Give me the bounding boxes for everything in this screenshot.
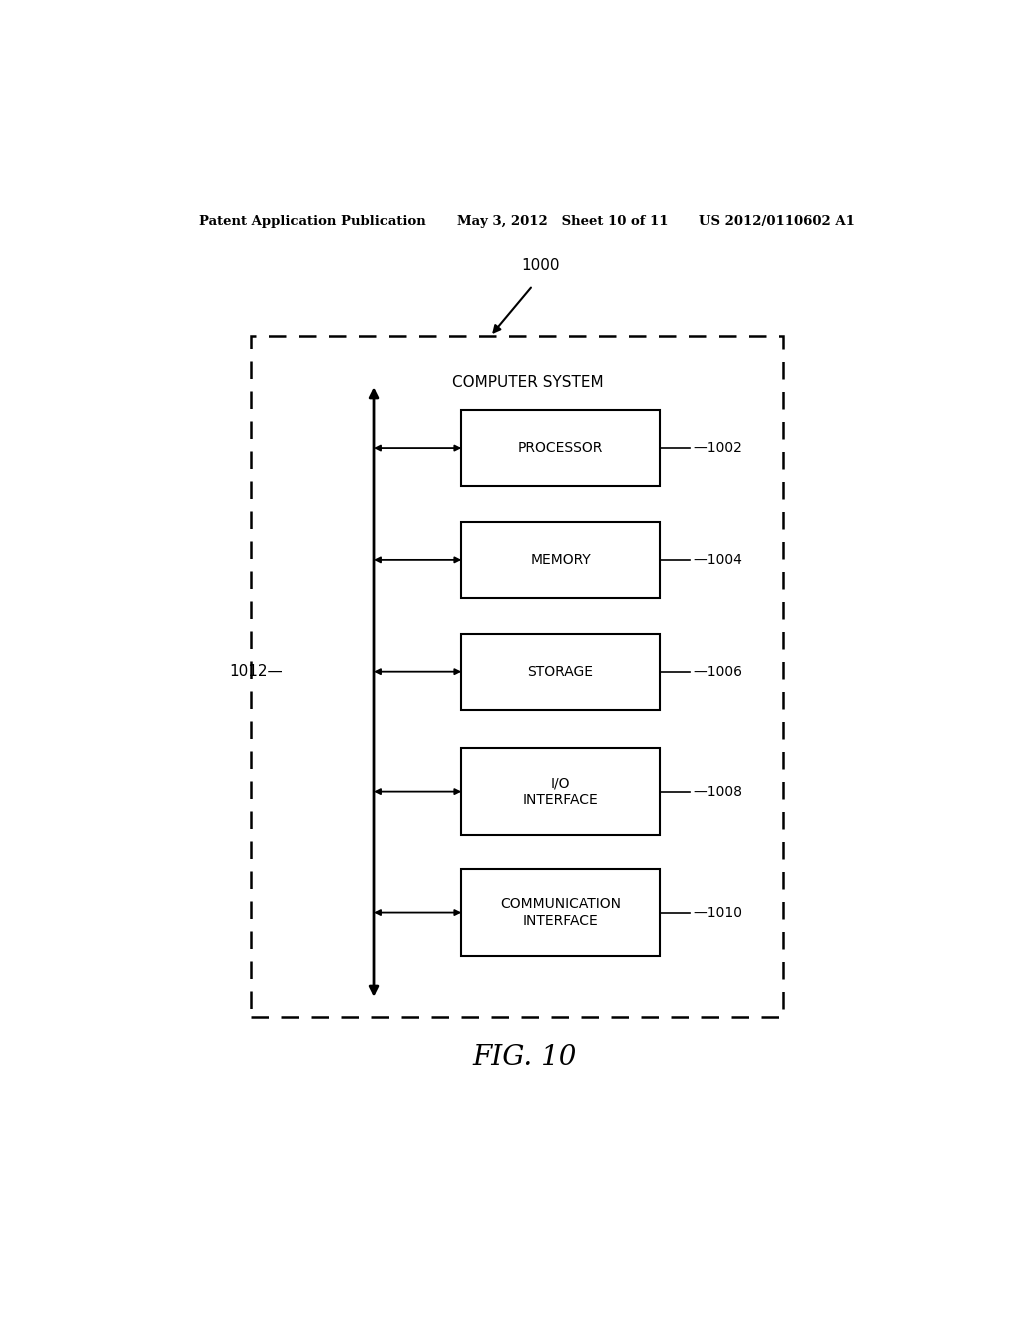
Text: COMMUNICATION
INTERFACE: COMMUNICATION INTERFACE — [500, 898, 621, 928]
Text: May 3, 2012   Sheet 10 of 11: May 3, 2012 Sheet 10 of 11 — [458, 215, 669, 228]
FancyBboxPatch shape — [462, 411, 659, 486]
Text: COMPUTER SYSTEM: COMPUTER SYSTEM — [452, 375, 603, 389]
Text: —1010: —1010 — [694, 906, 742, 920]
FancyBboxPatch shape — [462, 870, 659, 956]
Text: FIG. 10: FIG. 10 — [473, 1044, 577, 1072]
Text: 1000: 1000 — [521, 259, 560, 273]
Text: I/O
INTERFACE: I/O INTERFACE — [522, 776, 598, 807]
Text: PROCESSOR: PROCESSOR — [518, 441, 603, 455]
Text: MEMORY: MEMORY — [530, 553, 591, 566]
FancyBboxPatch shape — [251, 337, 782, 1018]
FancyBboxPatch shape — [462, 634, 659, 710]
Text: —1006: —1006 — [694, 665, 742, 678]
Text: —1004: —1004 — [694, 553, 742, 566]
Text: —1008: —1008 — [694, 784, 742, 799]
FancyBboxPatch shape — [462, 748, 659, 834]
FancyBboxPatch shape — [462, 521, 659, 598]
Text: Patent Application Publication: Patent Application Publication — [200, 215, 426, 228]
Text: US 2012/0110602 A1: US 2012/0110602 A1 — [699, 215, 855, 228]
Text: —1002: —1002 — [694, 441, 742, 455]
Text: STORAGE: STORAGE — [527, 665, 594, 678]
Text: 1012—: 1012— — [229, 664, 283, 680]
